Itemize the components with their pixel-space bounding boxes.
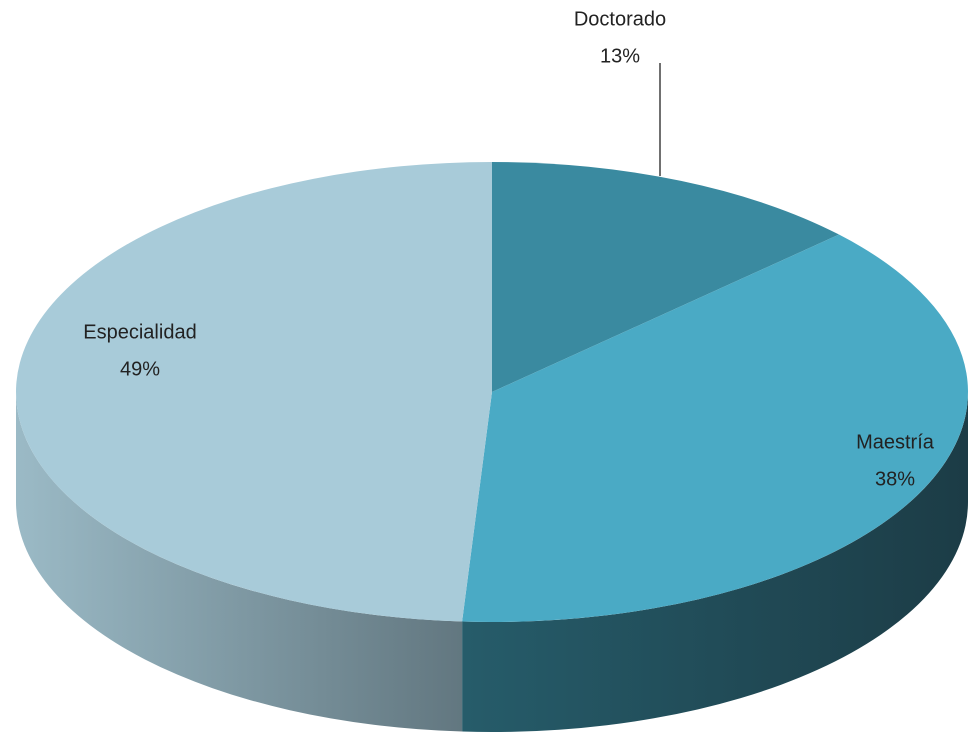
slice-value-label: 13% <box>600 45 640 67</box>
slice <box>16 162 492 622</box>
labels: Doctorado 13% Maestría 38% Especialidad 49% <box>83 8 934 490</box>
slice-value-label: 49% <box>120 358 160 380</box>
slice-side <box>462 392 968 732</box>
slice-value-label: 38% <box>875 468 915 490</box>
slice-label: Doctorado <box>574 8 666 30</box>
slice-label: Maestría <box>856 431 935 453</box>
slice <box>492 162 839 392</box>
slice <box>462 234 968 622</box>
slice-label: Especialidad <box>83 321 196 343</box>
slice-side <box>16 392 463 732</box>
pie-sides <box>16 392 968 732</box>
pie-tops <box>16 162 968 622</box>
